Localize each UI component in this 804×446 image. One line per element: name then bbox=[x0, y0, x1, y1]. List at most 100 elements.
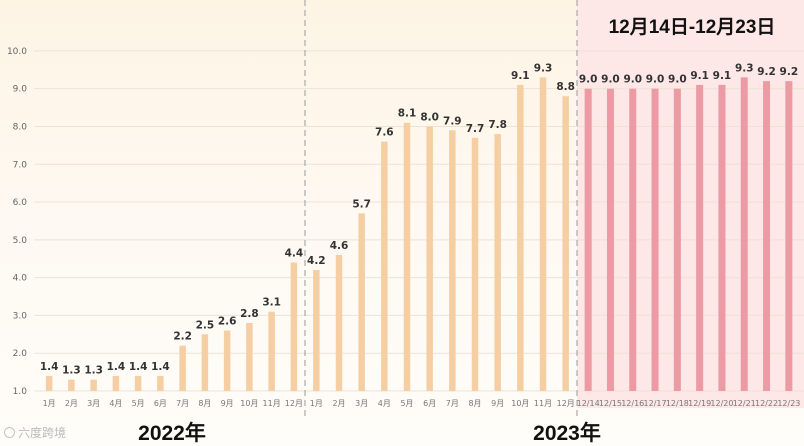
data-label: 9.1 bbox=[713, 70, 732, 82]
x-tick-label: 3月 bbox=[355, 399, 368, 408]
data-label: 7.9 bbox=[443, 115, 462, 127]
data-label: 9.0 bbox=[623, 74, 642, 86]
data-label: 7.6 bbox=[375, 127, 394, 139]
bar bbox=[201, 334, 209, 391]
data-label: 1.4 bbox=[151, 361, 170, 373]
bar bbox=[651, 88, 659, 392]
bar bbox=[246, 322, 253, 391]
group-title-2023: 2023年 bbox=[533, 421, 601, 445]
group-dividers bbox=[304, 0, 578, 420]
bar bbox=[763, 81, 771, 391]
x-tick-label: 12/23 bbox=[777, 399, 800, 408]
bar bbox=[718, 84, 726, 391]
data-label: 7.8 bbox=[488, 119, 507, 131]
bar bbox=[696, 84, 704, 391]
y-tick-label: 5.0 bbox=[13, 236, 28, 246]
bar bbox=[68, 379, 75, 391]
group-title-daily: 12月14日-12月23日 bbox=[609, 17, 776, 38]
data-label: 8.0 bbox=[420, 111, 439, 123]
data-label: 9.0 bbox=[646, 74, 665, 86]
x-tick-label: 12月 bbox=[285, 399, 303, 408]
x-tick-label: 6月 bbox=[154, 399, 167, 408]
x-tick-label: 9月 bbox=[221, 399, 234, 408]
data-label: 2.2 bbox=[173, 331, 192, 343]
group-title-2022: 2022年 bbox=[138, 421, 206, 445]
bar bbox=[785, 81, 793, 391]
data-label: 2.5 bbox=[196, 319, 215, 331]
data-label: 9.3 bbox=[534, 62, 553, 74]
bar bbox=[673, 88, 681, 392]
x-tick-label: 7月 bbox=[176, 399, 189, 408]
data-label: 1.3 bbox=[62, 365, 81, 377]
x-tick-label: 12/19 bbox=[688, 399, 711, 408]
data-label: 2.8 bbox=[240, 308, 259, 320]
bar bbox=[426, 126, 433, 391]
bar bbox=[740, 77, 748, 392]
x-axis: 1月 2月 3月 4月 5月 6月 7月 8月 9月 10月 11月 12月 1月 2月 3月 4月 5月 6月 7… bbox=[43, 399, 801, 408]
bar bbox=[313, 270, 320, 391]
bar bbox=[268, 311, 275, 391]
x-tick-label: 8月 bbox=[468, 399, 481, 408]
data-label: 8.1 bbox=[398, 108, 417, 120]
x-tick-label: 10月 bbox=[511, 399, 529, 408]
y-tick-label: 2.0 bbox=[13, 349, 28, 359]
x-tick-label: 12/18 bbox=[666, 399, 689, 408]
x-tick-label: 11月 bbox=[263, 399, 281, 408]
bar bbox=[562, 96, 569, 392]
x-tick-label: 1月 bbox=[310, 399, 323, 408]
x-tick-label: 12/14 bbox=[577, 399, 600, 408]
bar bbox=[223, 330, 231, 391]
watermark-logo-icon bbox=[4, 427, 15, 438]
y-tick-label: 1.0 bbox=[13, 387, 28, 397]
x-tick-label: 9月 bbox=[491, 399, 504, 408]
x-tick-label: 4月 bbox=[109, 399, 122, 408]
group-titles: 2022年 2023年 12月14日-12月23日 bbox=[138, 17, 775, 445]
bar bbox=[90, 379, 97, 391]
x-tick-label: 12/15 bbox=[599, 399, 622, 408]
bar bbox=[517, 84, 524, 391]
watermark: 六度跨境 bbox=[4, 424, 66, 441]
data-labels: 1.4 1.3 1.3 1.4 1.4 1.42.22.5 2.62.83.14.44.24… bbox=[40, 62, 798, 376]
y-tick-label: 4.0 bbox=[13, 274, 28, 284]
x-tick-label: 6月 bbox=[423, 399, 436, 408]
x-tick-label: 7月 bbox=[446, 399, 459, 408]
data-label: 4.4 bbox=[285, 248, 304, 260]
bar bbox=[358, 213, 365, 391]
x-tick-label: 12/21 bbox=[733, 399, 756, 408]
data-label: 9.0 bbox=[579, 74, 598, 86]
x-tick-label: 11月 bbox=[534, 399, 552, 408]
x-tick-label: 12/16 bbox=[621, 399, 644, 408]
data-label: 9.0 bbox=[601, 74, 620, 86]
bar bbox=[45, 375, 53, 391]
data-label: 9.3 bbox=[735, 62, 754, 74]
bar bbox=[629, 88, 637, 392]
data-label: 9.1 bbox=[690, 70, 709, 82]
bar bbox=[606, 88, 614, 392]
data-label: 1.3 bbox=[84, 365, 103, 377]
x-tick-label: 8月 bbox=[198, 399, 211, 408]
bar bbox=[134, 375, 142, 391]
y-tick-label: 6.0 bbox=[13, 198, 28, 208]
x-tick-label: 12/20 bbox=[710, 399, 733, 408]
bar bbox=[381, 141, 388, 391]
x-tick-label: 12月 bbox=[557, 399, 575, 408]
data-label: 1.4 bbox=[129, 361, 148, 373]
y-tick-label: 7.0 bbox=[13, 160, 28, 170]
bar bbox=[179, 345, 186, 391]
x-tick-label: 2月 bbox=[332, 399, 345, 408]
data-label: 8.8 bbox=[556, 81, 575, 93]
x-tick-label: 1月 bbox=[43, 399, 56, 408]
watermark-text: 六度跨境 bbox=[18, 426, 67, 440]
x-tick-label: 5月 bbox=[400, 399, 413, 408]
bar bbox=[494, 134, 501, 391]
bar bbox=[157, 375, 164, 391]
data-label: 1.4 bbox=[40, 361, 59, 373]
x-tick-label: 3月 bbox=[87, 399, 100, 408]
x-tick-label: 4月 bbox=[378, 399, 391, 408]
data-label: 9.2 bbox=[757, 66, 776, 78]
bar bbox=[471, 137, 479, 391]
x-tick-label: 12/17 bbox=[644, 399, 667, 408]
data-label: 4.2 bbox=[307, 255, 326, 267]
bar bbox=[584, 88, 592, 392]
data-label: 5.7 bbox=[352, 198, 371, 210]
